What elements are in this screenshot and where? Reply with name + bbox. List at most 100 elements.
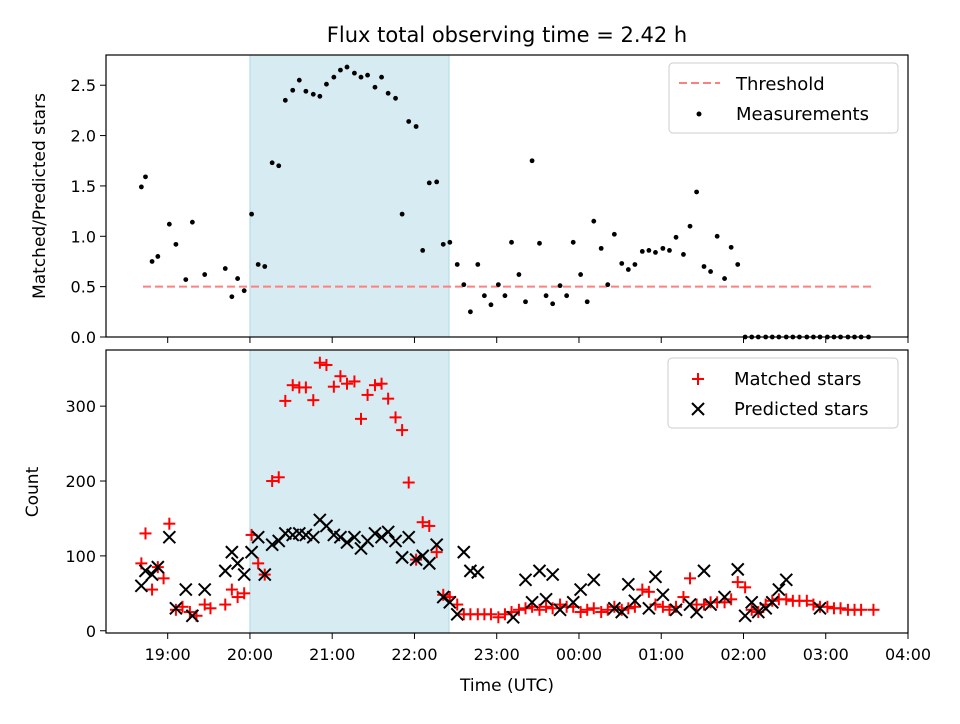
predicted-star-point	[429, 537, 444, 552]
predicted-star-point	[656, 588, 670, 602]
matched-star-point	[204, 602, 217, 615]
matched-star-point	[574, 606, 587, 619]
measurement-point	[660, 245, 666, 251]
measurement-point	[632, 262, 638, 267]
measurements-legend-swatch	[696, 111, 702, 117]
predicted-star-point	[607, 601, 622, 616]
measurement-point	[516, 272, 522, 277]
matched-star-point	[615, 603, 628, 616]
predicted-star-point	[573, 582, 588, 597]
measurements-legend-label: Measurements	[736, 104, 869, 125]
measurement-point	[714, 233, 720, 239]
top-legend-box	[668, 62, 899, 134]
measurement-point	[728, 244, 734, 250]
predicted-star-point	[151, 560, 165, 574]
predicted-star-point	[162, 530, 177, 544]
bottom-xlabel: Time (UTC)	[459, 676, 554, 696]
predicted-star-point	[697, 564, 711, 578]
predicted-star-point	[518, 573, 533, 587]
matched-star-point	[587, 602, 600, 615]
predicted-star-point	[388, 534, 403, 548]
measurement-point	[379, 74, 384, 80]
predicted-star-point	[525, 595, 539, 610]
matched-star-point	[348, 375, 361, 388]
matched-star-point	[299, 381, 312, 394]
measurement-point	[189, 219, 195, 225]
predicted-star-point	[772, 582, 786, 597]
matched-star-point	[540, 600, 553, 613]
bottom-xtick-label: 00:00	[556, 645, 602, 664]
matched-star-point	[423, 519, 436, 532]
measurement-point	[523, 299, 528, 305]
matched-star-point	[238, 587, 251, 600]
predicted-star-point	[237, 567, 251, 582]
measurement-point	[537, 240, 542, 246]
measurement-point	[625, 267, 631, 272]
top-ytick-label: 1.0	[71, 227, 96, 246]
measurement-point	[481, 293, 487, 299]
bottom-xtick-layer: 19:00 20:00 21:00 22:00 23:00 00:00 01:00 02:00…	[145, 633, 931, 664]
matched-star-point	[382, 392, 395, 405]
predicted-star-point	[319, 519, 334, 533]
measurement-point	[420, 247, 426, 253]
predicted-star-point	[648, 570, 663, 584]
measurement-point	[296, 77, 302, 83]
measurement-point	[681, 252, 686, 257]
matched-star-point	[628, 600, 641, 613]
matched-star-point	[341, 377, 354, 390]
matched-star-point	[157, 572, 170, 585]
predicted-star-point	[765, 595, 779, 610]
measurement-point	[509, 239, 514, 245]
measurement-point	[564, 293, 570, 299]
bottom-ylabel: Count	[23, 466, 43, 517]
matched-legend-label: Matched stars	[734, 369, 861, 390]
measurement-point	[385, 90, 391, 96]
measurement-point	[722, 276, 727, 281]
bottom-ytick-label: 0	[86, 622, 96, 641]
threshold-legend-label: Threshold	[735, 74, 825, 95]
bottom-ytick-layer: 0 100 200 300	[65, 397, 106, 641]
measurement-point	[557, 283, 563, 289]
measurement-point	[687, 223, 693, 229]
measurement-point	[447, 239, 453, 245]
matched-star-point	[354, 412, 367, 425]
top-ytick-label: 2.5	[71, 76, 96, 95]
bottom-points-layer	[134, 356, 880, 624]
matched-star-point	[402, 476, 415, 489]
matched-star-point	[855, 603, 868, 616]
top-ytick-label: 1.5	[71, 177, 96, 196]
measurement-point	[358, 74, 364, 80]
matched-star-point	[519, 602, 532, 615]
measurement-point	[317, 93, 323, 99]
matched-star-point	[225, 583, 238, 596]
matched-star-point	[416, 516, 429, 529]
predicted-star-point	[306, 530, 320, 544]
predicted-star-point	[532, 564, 547, 578]
bottom-xtick-label: 01:00	[638, 645, 684, 664]
measurement-point	[338, 67, 343, 73]
matched-star-point	[766, 594, 779, 607]
measurement-point	[173, 241, 179, 247]
bottom-legend: Matched stars Predicted stars	[667, 357, 899, 429]
matched-star-point	[484, 608, 497, 621]
predicted-star-point	[218, 564, 232, 578]
predicted-star-point	[642, 601, 656, 616]
measurement-point	[138, 184, 144, 190]
matched-star-point	[334, 370, 347, 383]
measurement-point	[310, 91, 316, 97]
measurement-point	[413, 124, 419, 129]
predicted-star-point	[669, 603, 683, 617]
measurement-point	[372, 84, 378, 90]
bottom-xtick-label: 02:00	[720, 645, 766, 664]
measurement-point	[344, 64, 350, 70]
top-points-layer	[138, 64, 871, 340]
measurement-point	[611, 231, 617, 237]
matched-star-point	[800, 594, 813, 607]
measurement-point	[235, 276, 241, 281]
predicted-star-point	[251, 530, 265, 544]
predicted-star-point	[340, 535, 354, 550]
matched-star-point	[663, 603, 676, 616]
measurement-point	[708, 269, 713, 274]
matched-star-point	[731, 576, 744, 589]
predicted-star-point	[179, 582, 193, 597]
